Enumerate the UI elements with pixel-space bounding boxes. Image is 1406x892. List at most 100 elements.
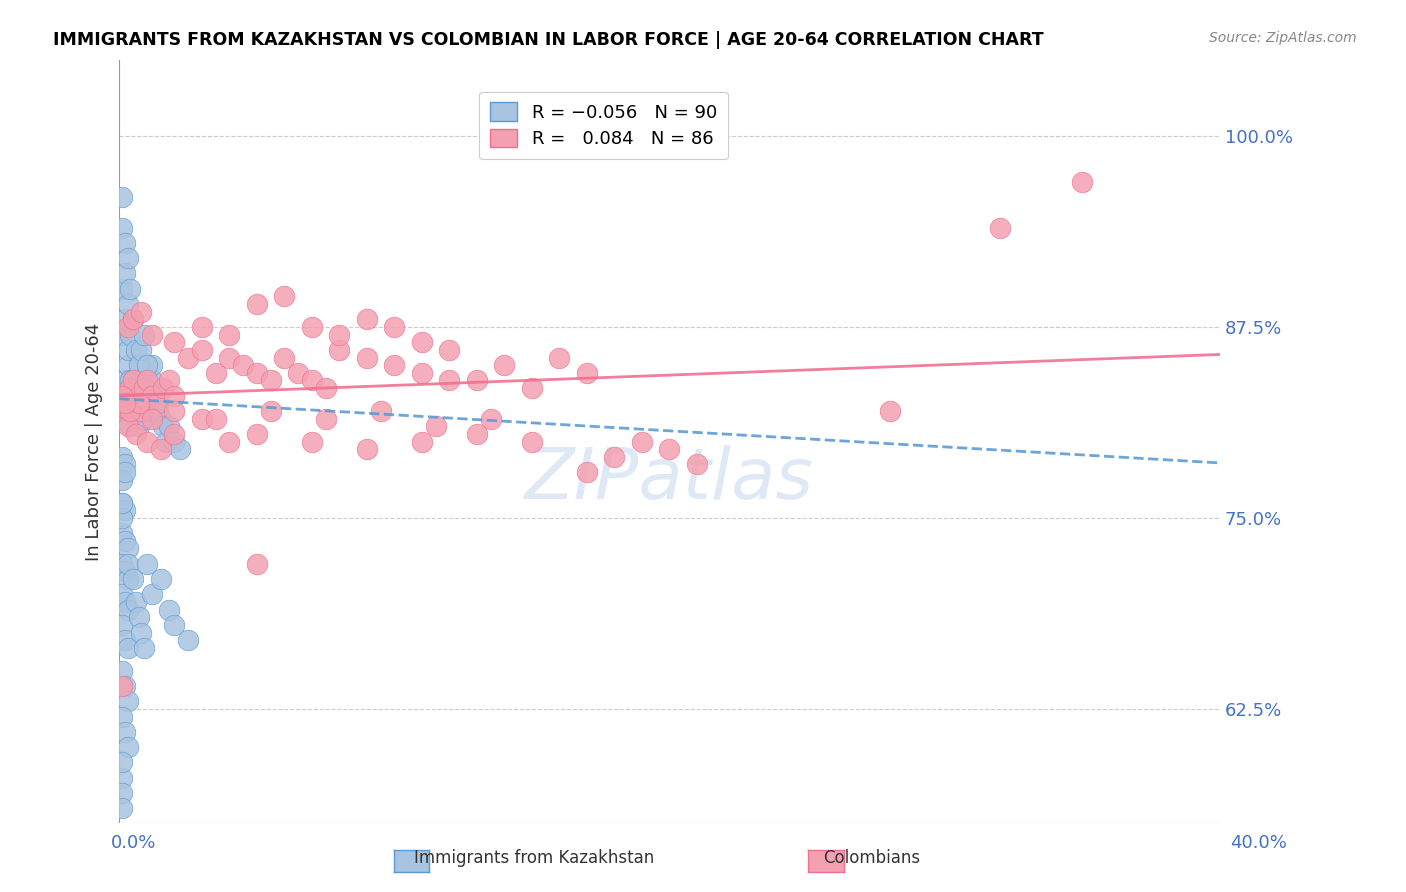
Colombians <box>163 404 186 418</box>
Colombians <box>658 442 681 457</box>
Immigrants from Kazakhstan <box>120 327 142 342</box>
Colombians <box>411 434 433 449</box>
Colombians <box>301 373 323 387</box>
Immigrants from Kazakhstan <box>111 801 134 815</box>
Colombians <box>128 389 150 403</box>
Colombians <box>384 320 406 334</box>
Colombians <box>494 358 516 372</box>
Colombians <box>356 351 378 365</box>
Legend: R = −0.056   N = 90, R =   0.084   N = 86: R = −0.056 N = 90, R = 0.084 N = 86 <box>479 92 728 159</box>
Immigrants from Kazakhstan <box>111 587 134 601</box>
Immigrants from Kazakhstan <box>111 190 134 204</box>
Immigrants from Kazakhstan <box>117 541 139 556</box>
Colombians <box>157 373 180 387</box>
Colombians <box>135 373 157 387</box>
Colombians <box>259 404 281 418</box>
Immigrants from Kazakhstan <box>111 496 134 510</box>
Immigrants from Kazakhstan <box>132 411 155 425</box>
Colombians <box>128 396 150 410</box>
Immigrants from Kazakhstan <box>157 602 180 616</box>
Colombians <box>125 426 148 441</box>
Colombians <box>114 389 136 403</box>
Colombians <box>575 366 598 380</box>
Colombians <box>246 426 269 441</box>
Immigrants from Kazakhstan <box>120 419 142 434</box>
Immigrants from Kazakhstan <box>114 312 136 326</box>
Immigrants from Kazakhstan <box>117 740 139 755</box>
Colombians <box>218 327 240 342</box>
Immigrants from Kazakhstan <box>129 389 152 403</box>
Immigrants from Kazakhstan <box>138 404 160 418</box>
Colombians <box>246 366 269 380</box>
Colombians <box>328 343 350 357</box>
Immigrants from Kazakhstan <box>111 511 134 525</box>
Immigrants from Kazakhstan <box>132 404 155 418</box>
Immigrants from Kazakhstan <box>122 312 145 326</box>
Immigrants from Kazakhstan <box>114 565 136 579</box>
Colombians <box>152 381 174 395</box>
Colombians <box>439 343 461 357</box>
Immigrants from Kazakhstan <box>132 640 155 655</box>
Colombians <box>141 327 163 342</box>
Colombians <box>111 389 134 403</box>
Immigrants from Kazakhstan <box>141 587 163 601</box>
Immigrants from Kazakhstan <box>111 618 134 632</box>
Colombians <box>425 419 447 434</box>
Immigrants from Kazakhstan <box>149 411 172 425</box>
Colombians <box>439 373 461 387</box>
Immigrants from Kazakhstan <box>141 358 163 372</box>
Immigrants from Kazakhstan <box>114 633 136 648</box>
Colombians <box>301 434 323 449</box>
Colombians <box>191 411 214 425</box>
Colombians <box>520 434 543 449</box>
Immigrants from Kazakhstan <box>117 694 139 708</box>
Immigrants from Kazakhstan <box>177 633 200 648</box>
Colombians <box>114 396 136 410</box>
Text: Immigrants from Kazakhstan: Immigrants from Kazakhstan <box>415 849 654 867</box>
Immigrants from Kazakhstan <box>135 389 157 403</box>
Colombians <box>465 426 488 441</box>
Colombians <box>988 220 1011 235</box>
Colombians <box>132 381 155 395</box>
Colombians <box>125 396 148 410</box>
Immigrants from Kazakhstan <box>117 358 139 372</box>
Immigrants from Kazakhstan <box>111 282 134 296</box>
Colombians <box>163 335 186 350</box>
Colombians <box>411 366 433 380</box>
Colombians <box>246 297 269 311</box>
Immigrants from Kazakhstan <box>135 557 157 571</box>
Colombians <box>111 679 134 693</box>
Colombians <box>146 396 169 410</box>
Text: Source: ZipAtlas.com: Source: ZipAtlas.com <box>1209 31 1357 45</box>
Immigrants from Kazakhstan <box>114 679 136 693</box>
Colombians <box>120 381 142 395</box>
Colombians <box>273 289 295 303</box>
Immigrants from Kazakhstan <box>114 458 136 472</box>
Colombians <box>603 450 626 464</box>
Colombians <box>328 327 350 342</box>
Colombians <box>259 373 281 387</box>
Immigrants from Kazakhstan <box>111 327 134 342</box>
Immigrants from Kazakhstan <box>114 533 136 548</box>
Immigrants from Kazakhstan <box>111 450 134 464</box>
Immigrants from Kazakhstan <box>163 618 186 632</box>
Colombians <box>356 312 378 326</box>
Immigrants from Kazakhstan <box>149 572 172 586</box>
Immigrants from Kazakhstan <box>114 503 136 517</box>
Immigrants from Kazakhstan <box>135 358 157 372</box>
Immigrants from Kazakhstan <box>128 610 150 624</box>
Immigrants from Kazakhstan <box>117 343 139 357</box>
Immigrants from Kazakhstan <box>117 602 139 616</box>
Colombians <box>218 434 240 449</box>
Immigrants from Kazakhstan <box>117 557 139 571</box>
Colombians <box>163 389 186 403</box>
Immigrants from Kazakhstan <box>111 526 134 541</box>
Immigrants from Kazakhstan <box>143 389 166 403</box>
Colombians <box>232 358 254 372</box>
Immigrants from Kazakhstan <box>146 404 169 418</box>
Immigrants from Kazakhstan <box>111 496 134 510</box>
Colombians <box>315 381 337 395</box>
Colombians <box>273 351 295 365</box>
Immigrants from Kazakhstan <box>155 434 177 449</box>
Colombians <box>149 442 172 457</box>
